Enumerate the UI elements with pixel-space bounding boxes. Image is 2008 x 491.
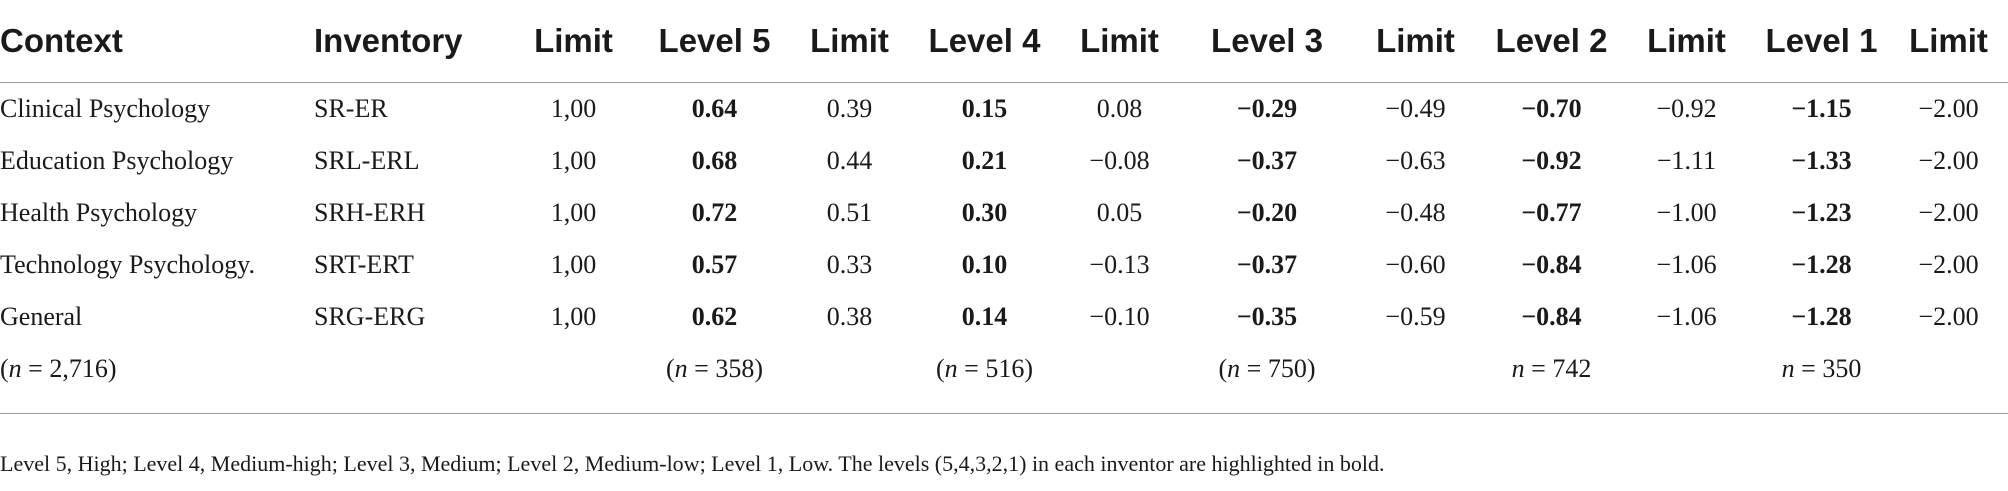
cell-limit: 0.51 <box>826 198 873 227</box>
cell-limit: −0.10 <box>1089 302 1150 331</box>
header-limit: Limit <box>1889 0 2008 83</box>
cell-limit: −0.59 <box>1385 302 1446 331</box>
cell-context: Clinical Psychology <box>0 94 211 123</box>
table-row: Education Psychology SRL-ERL 1,00 0.68 0… <box>0 135 2008 187</box>
cell-limit: 0.33 <box>826 250 873 279</box>
cell-context: Health Psychology <box>0 198 198 227</box>
sample-size-level-1: n = 350 <box>1781 354 1862 383</box>
cell-context: General <box>0 302 83 331</box>
cell-inventory: SRG-ERG <box>314 302 426 331</box>
cell-limit: 1,00 <box>550 302 597 331</box>
sample-size-level-4: (n = 516) <box>936 354 1033 383</box>
cell-limit: −2.00 <box>1918 94 1979 123</box>
cell-level-4: 0.15 <box>961 94 1008 123</box>
cell-limit: −0.92 <box>1656 94 1717 123</box>
cell-level-4: 0.14 <box>961 302 1008 331</box>
header-row: Context Inventory Limit Level 5 Limit Le… <box>0 0 2008 83</box>
cell-limit: 0.05 <box>1096 198 1143 227</box>
cell-level-2: −0.92 <box>1521 146 1582 175</box>
cell-limit: −2.00 <box>1918 302 1979 331</box>
cell-level-4: 0.21 <box>961 146 1008 175</box>
cell-level-5: 0.57 <box>691 250 738 279</box>
cell-level-3: −0.20 <box>1236 198 1298 227</box>
header-level-5: Level 5 <box>647 0 782 83</box>
cell-level-5: 0.72 <box>691 198 738 227</box>
cell-limit: −1.11 <box>1656 146 1717 175</box>
cell-level-5: 0.68 <box>691 146 738 175</box>
cell-limit: −2.00 <box>1918 198 1979 227</box>
cell-level-1: −1.33 <box>1791 146 1852 175</box>
cell-limit: 1,00 <box>550 250 597 279</box>
cell-level-3: −0.35 <box>1236 302 1298 331</box>
cell-level-3: −0.29 <box>1236 94 1298 123</box>
cell-limit: −0.13 <box>1089 250 1150 279</box>
cell-limit: 1,00 <box>550 94 597 123</box>
cell-level-1: −1.28 <box>1791 302 1852 331</box>
cell-inventory: SRL-ERL <box>314 146 420 175</box>
table-row: Clinical Psychology SR-ER 1,00 0.64 0.39… <box>0 83 2008 136</box>
header-limit: Limit <box>500 0 647 83</box>
cell-inventory: SRT-ERT <box>314 250 414 279</box>
cell-context: Education Psychology <box>0 146 234 175</box>
header-limit: Limit <box>782 0 917 83</box>
cell-level-1: −1.28 <box>1791 250 1852 279</box>
cell-limit: −1.06 <box>1656 302 1717 331</box>
sample-size-total: (n = 2,716) <box>0 354 117 383</box>
header-level-1: Level 1 <box>1754 0 1889 83</box>
sample-size-level-3: (n = 750) <box>1218 354 1316 383</box>
cell-limit: −0.63 <box>1385 146 1446 175</box>
cell-level-5: 0.64 <box>691 94 738 123</box>
cell-level-5: 0.62 <box>691 302 738 331</box>
cell-level-1: −1.23 <box>1791 198 1852 227</box>
cell-limit: −1.06 <box>1656 250 1717 279</box>
header-context: Context <box>0 0 314 83</box>
sample-size-level-2: n = 742 <box>1511 354 1592 383</box>
cell-limit: 0.39 <box>826 94 873 123</box>
cell-limit: −0.48 <box>1385 198 1446 227</box>
header-level-2: Level 2 <box>1484 0 1619 83</box>
cell-limit: −0.60 <box>1385 250 1446 279</box>
cell-limit: 0.38 <box>826 302 873 331</box>
cell-inventory: SRH-ERH <box>314 198 426 227</box>
cell-level-2: −0.70 <box>1521 94 1582 123</box>
header-level-3: Level 3 <box>1187 0 1347 83</box>
cell-limit: −0.49 <box>1385 94 1446 123</box>
cell-limit: −2.00 <box>1918 250 1979 279</box>
header-limit: Limit <box>1347 0 1484 83</box>
table-bottom-rule <box>0 413 2008 414</box>
cell-limit: −1.00 <box>1656 198 1717 227</box>
table-row: Technology Psychology. SRT-ERT 1,00 0.57… <box>0 239 2008 291</box>
cell-level-2: −0.84 <box>1521 250 1582 279</box>
header-limit: Limit <box>1619 0 1754 83</box>
cell-level-1: −1.15 <box>1791 94 1852 123</box>
cell-level-2: −0.84 <box>1521 302 1582 331</box>
header-level-4: Level 4 <box>917 0 1052 83</box>
table-row: Health Psychology SRH-ERH 1,00 0.72 0.51… <box>0 187 2008 239</box>
cell-limit: 0.44 <box>826 146 873 175</box>
table-row: General SRG-ERG 1,00 0.62 0.38 0.14 −0.1… <box>0 291 2008 343</box>
sample-size-level-5: (n = 358) <box>666 354 763 383</box>
cell-limit: −2.00 <box>1918 146 1979 175</box>
cell-level-4: 0.30 <box>961 198 1008 227</box>
cell-inventory: SR-ER <box>314 94 388 123</box>
levels-table: Context Inventory Limit Level 5 Limit Le… <box>0 0 2008 395</box>
cell-limit: 1,00 <box>550 146 597 175</box>
cell-level-2: −0.77 <box>1521 198 1582 227</box>
cell-level-3: −0.37 <box>1236 146 1298 175</box>
header-limit: Limit <box>1052 0 1187 83</box>
cell-limit: 1,00 <box>550 198 597 227</box>
cell-limit: −0.08 <box>1089 146 1150 175</box>
sample-size-row: (n = 2,716) (n = 358) (n = 516) (n = 750… <box>0 343 2008 395</box>
table-footnote: Level 5, High; Level 4, Medium-high; Lev… <box>0 451 1385 476</box>
cell-level-3: −0.37 <box>1236 250 1298 279</box>
cell-context: Technology Psychology. <box>0 250 256 279</box>
header-inventory: Inventory <box>314 0 500 83</box>
cell-level-4: 0.10 <box>961 250 1008 279</box>
cell-limit: 0.08 <box>1096 94 1143 123</box>
